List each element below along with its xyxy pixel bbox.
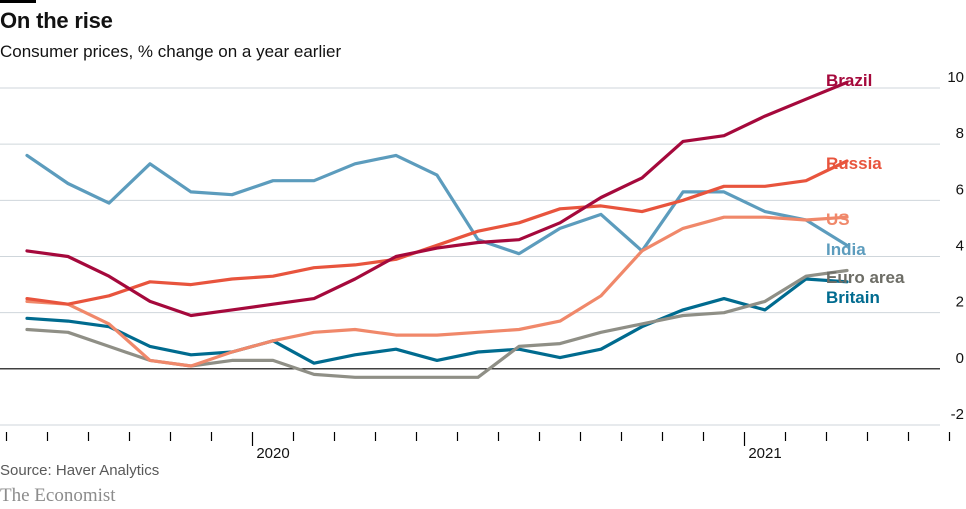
series-label-euro-area: Euro area <box>826 268 905 287</box>
series-label-brazil: Brazil <box>826 71 872 90</box>
series-line-britain <box>25 277 849 365</box>
series-label-india: India <box>826 240 866 259</box>
source-note: Source: Haver Analytics <box>0 462 160 479</box>
x-axis: 2020 2021 <box>5 432 951 462</box>
series-label-britain: Britain <box>826 288 880 307</box>
publisher-logo: The Economist <box>0 485 116 506</box>
gridlines <box>0 87 940 426</box>
y-tick-label: 0 <box>956 350 964 367</box>
x-tick-label: 2021 <box>748 445 781 462</box>
y-tick-label: -2 <box>951 406 964 423</box>
y-tick-label: 10 <box>947 69 964 86</box>
y-tick-label: 2 <box>956 294 964 311</box>
y-tick-label: 4 <box>956 238 964 255</box>
series-line-russia <box>25 159 849 306</box>
y-tick-labels: 10 8 6 4 2 0 -2 <box>947 69 964 423</box>
header-rule <box>0 0 36 3</box>
x-tick-label: 2020 <box>256 445 289 462</box>
y-tick-label: 6 <box>956 181 964 198</box>
series-line-us <box>25 215 849 368</box>
series-line-brazil <box>25 80 849 318</box>
chart-title: On the rise <box>0 8 113 33</box>
chart-subtitle: Consumer prices, % change on a year earl… <box>0 42 342 61</box>
series-lines <box>25 80 849 379</box>
series-label-russia: Russia <box>826 154 882 173</box>
y-tick-label: 8 <box>956 125 964 142</box>
series-line-india <box>25 153 849 256</box>
series-label-us: US <box>826 210 850 229</box>
